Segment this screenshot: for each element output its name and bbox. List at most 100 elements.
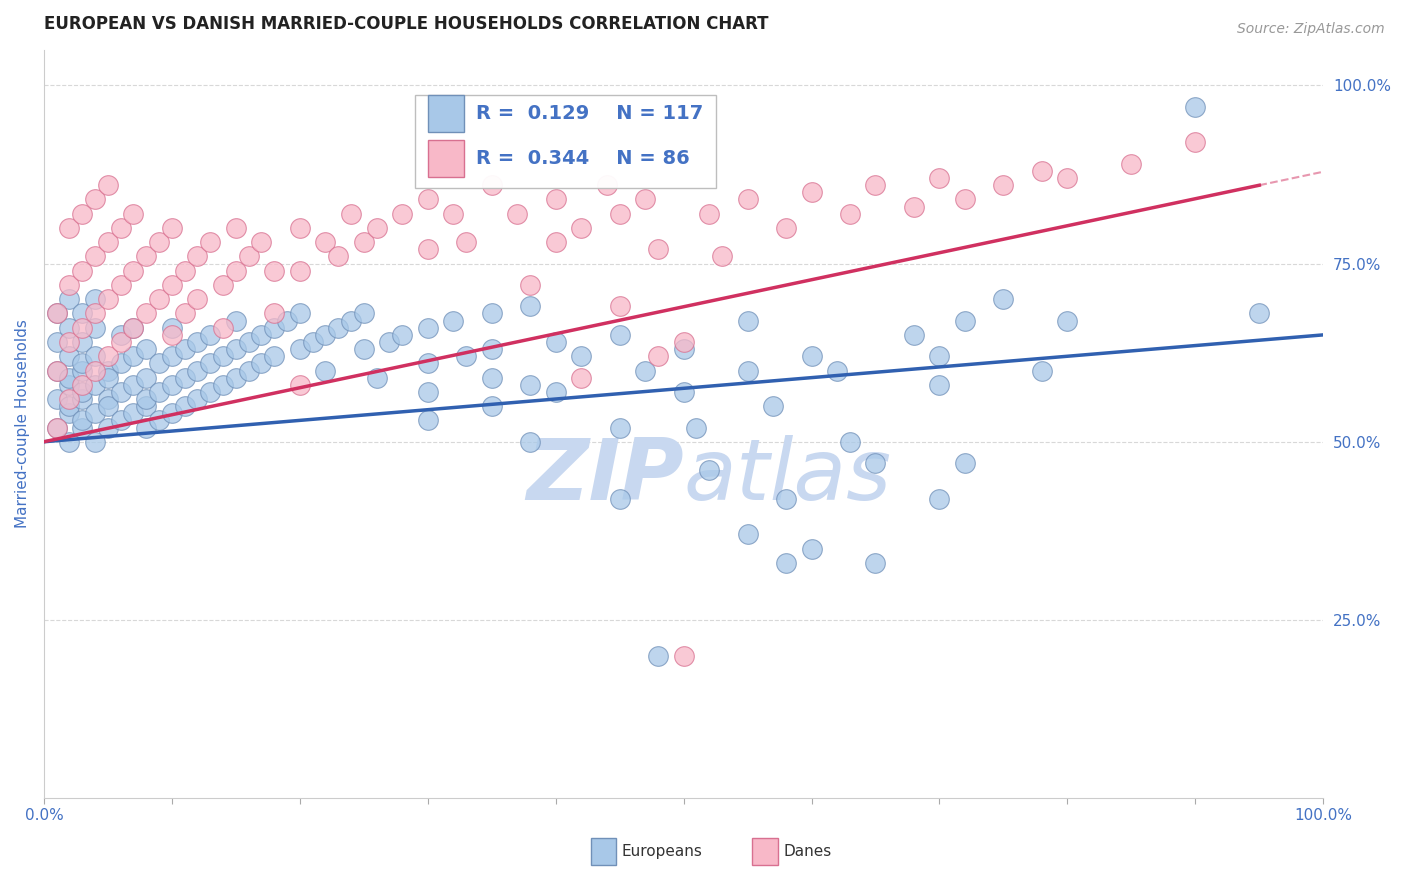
Point	[454, 235, 477, 250]
Point	[225, 370, 247, 384]
Point	[353, 235, 375, 250]
Point	[416, 320, 439, 334]
Text: Danes: Danes	[783, 845, 831, 859]
Point	[58, 292, 80, 306]
Point	[697, 207, 720, 221]
Point	[1184, 136, 1206, 150]
Point	[825, 363, 848, 377]
Text: R =  0.344    N = 86: R = 0.344 N = 86	[477, 149, 690, 168]
Point	[366, 370, 388, 384]
Point	[58, 392, 80, 406]
Point	[212, 320, 235, 334]
Point	[441, 313, 464, 327]
Point	[97, 235, 120, 250]
Point	[569, 221, 592, 235]
Point	[135, 250, 157, 264]
Point	[481, 306, 503, 320]
Point	[186, 392, 208, 406]
Point	[225, 313, 247, 327]
Point	[122, 349, 145, 363]
Point	[544, 193, 567, 207]
Point	[45, 363, 67, 377]
Point	[263, 306, 285, 320]
Point	[416, 243, 439, 257]
FancyBboxPatch shape	[427, 140, 464, 177]
Point	[110, 356, 132, 370]
Point	[122, 320, 145, 334]
Point	[97, 292, 120, 306]
Point	[519, 377, 541, 392]
Point	[276, 313, 298, 327]
Point	[238, 334, 260, 349]
Point	[110, 277, 132, 292]
Point	[160, 277, 183, 292]
Text: R =  0.129    N = 117: R = 0.129 N = 117	[477, 104, 703, 123]
Point	[481, 370, 503, 384]
Point	[58, 399, 80, 413]
Point	[928, 491, 950, 506]
Point	[1121, 157, 1143, 171]
Point	[838, 434, 860, 449]
Point	[45, 306, 67, 320]
Point	[58, 221, 80, 235]
Point	[200, 384, 222, 399]
Point	[58, 277, 80, 292]
Point	[186, 363, 208, 377]
Point	[72, 413, 94, 427]
Point	[775, 221, 797, 235]
Point	[45, 334, 67, 349]
Point	[441, 207, 464, 221]
Point	[800, 541, 823, 556]
Y-axis label: Married-couple Households: Married-couple Households	[15, 319, 30, 528]
Point	[416, 356, 439, 370]
Point	[97, 392, 120, 406]
Point	[391, 207, 413, 221]
Point	[288, 306, 311, 320]
Point	[135, 342, 157, 356]
Point	[569, 370, 592, 384]
Point	[84, 349, 107, 363]
Point	[84, 377, 107, 392]
Point	[84, 250, 107, 264]
Point	[1031, 363, 1053, 377]
Point	[72, 384, 94, 399]
Point	[110, 413, 132, 427]
Point	[569, 349, 592, 363]
Point	[135, 370, 157, 384]
Point	[173, 306, 195, 320]
Point	[72, 392, 94, 406]
Point	[225, 264, 247, 278]
Text: Source: ZipAtlas.com: Source: ZipAtlas.com	[1237, 22, 1385, 37]
Point	[737, 363, 759, 377]
Point	[928, 377, 950, 392]
Point	[481, 342, 503, 356]
Point	[238, 363, 260, 377]
Point	[314, 235, 336, 250]
Point	[72, 207, 94, 221]
Point	[72, 377, 94, 392]
Point	[58, 406, 80, 420]
Point	[173, 370, 195, 384]
Point	[97, 178, 120, 193]
Point	[148, 235, 170, 250]
Point	[72, 334, 94, 349]
Point	[634, 363, 657, 377]
Point	[301, 334, 323, 349]
Point	[737, 527, 759, 541]
Point	[212, 377, 235, 392]
Text: Europeans: Europeans	[621, 845, 703, 859]
Point	[84, 292, 107, 306]
Point	[250, 356, 273, 370]
FancyBboxPatch shape	[415, 95, 716, 188]
Point	[391, 327, 413, 342]
Point	[596, 178, 619, 193]
Point	[160, 320, 183, 334]
Point	[122, 207, 145, 221]
Point	[110, 384, 132, 399]
Point	[737, 193, 759, 207]
Point	[366, 221, 388, 235]
Point	[72, 356, 94, 370]
Point	[97, 399, 120, 413]
Point	[1056, 313, 1078, 327]
Point	[481, 178, 503, 193]
